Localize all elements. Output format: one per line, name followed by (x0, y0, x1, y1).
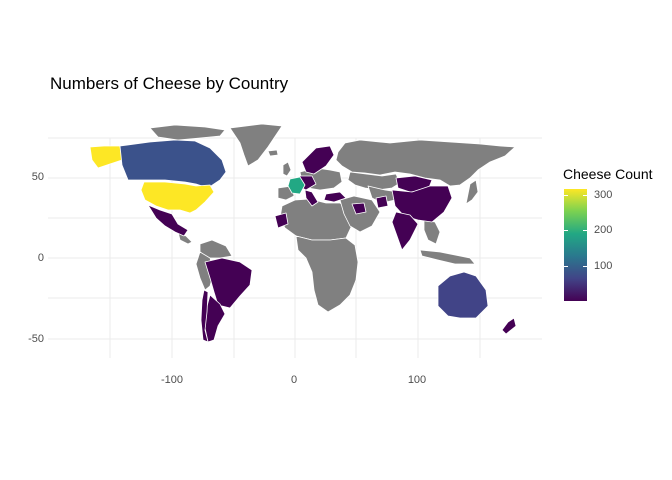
country-australia (437, 271, 489, 319)
y-tick-label: 0 (37, 252, 44, 264)
country-russia (335, 139, 516, 187)
country-indonesia (419, 249, 476, 265)
country-canada (119, 139, 227, 189)
country-france (287, 176, 306, 195)
legend-colorbar (564, 189, 587, 301)
country-mexico (147, 204, 189, 237)
x-tick-label: 100 (407, 374, 427, 386)
legend-label: 200 (594, 224, 613, 236)
country-arabia-middle-east (339, 195, 381, 233)
country-afghanistan (375, 195, 389, 209)
y-tick-label: -50 (28, 333, 44, 345)
legend-label: 100 (594, 260, 613, 272)
country-greenland (229, 123, 283, 167)
x-tick-label: 0 (290, 374, 298, 386)
chart-title: Numbers of Cheese by Country (50, 74, 289, 93)
legend-label: 300 (594, 189, 613, 201)
country-greece-turkey (323, 191, 347, 203)
country-iceland (267, 149, 279, 157)
legend-tick (583, 195, 587, 196)
x-tick-label: -100 (160, 374, 184, 386)
country-japan (465, 179, 479, 205)
legend-tick (583, 230, 587, 231)
country-uk (282, 161, 292, 177)
y-tick-label: 50 (31, 171, 44, 183)
country-chile (200, 289, 209, 343)
country-kazakhstan (347, 171, 401, 191)
country-southeast-asia (423, 219, 441, 245)
country-scandinavia (301, 145, 335, 175)
country-india (391, 211, 419, 251)
legend-title: Cheese Count (563, 166, 653, 182)
country-alaska (89, 145, 123, 169)
country-united-states (140, 181, 215, 214)
country-new-zealand (501, 317, 517, 335)
country-italy (304, 189, 319, 207)
legend-tick (583, 266, 587, 267)
country-morocco (274, 212, 289, 229)
country-iran (351, 202, 367, 215)
legend-tick (564, 230, 568, 231)
country-sub-saharan-africa (295, 235, 359, 313)
country-brazil (204, 257, 253, 309)
country-canadian-islands (149, 124, 226, 141)
country-shapes (89, 123, 517, 343)
legend-tick (564, 195, 568, 196)
legend-tick (564, 266, 568, 267)
